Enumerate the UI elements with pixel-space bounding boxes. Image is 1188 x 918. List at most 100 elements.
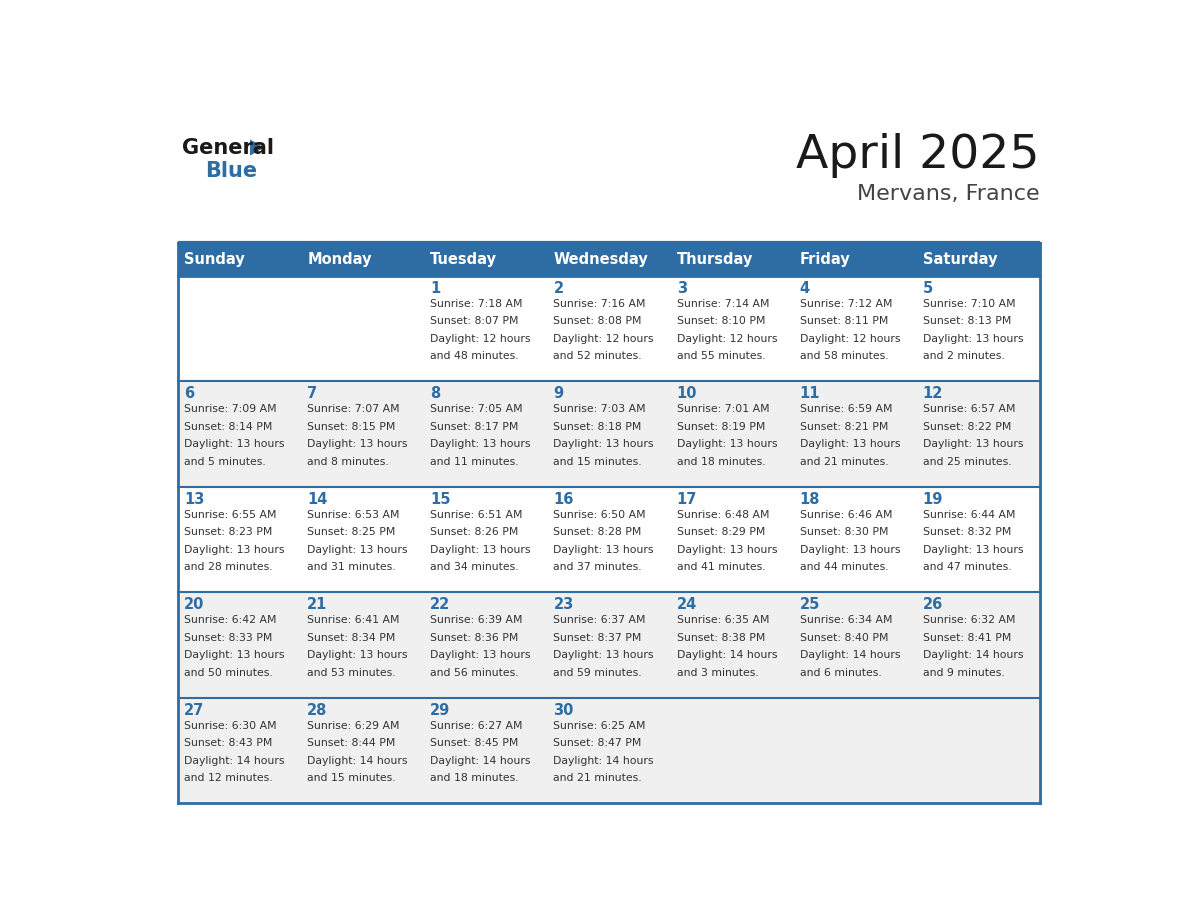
Bar xyxy=(794,243,917,275)
Bar xyxy=(670,698,794,803)
Text: Sunrise: 7:14 AM: Sunrise: 7:14 AM xyxy=(676,299,769,309)
Bar xyxy=(917,592,1040,698)
Text: Sunset: 8:07 PM: Sunset: 8:07 PM xyxy=(430,317,519,326)
Text: Daylight: 14 hours: Daylight: 14 hours xyxy=(184,756,285,766)
Text: and 21 minutes.: and 21 minutes. xyxy=(800,456,889,466)
Bar xyxy=(548,275,670,381)
Text: and 53 minutes.: and 53 minutes. xyxy=(308,667,396,677)
Text: 11: 11 xyxy=(800,386,820,401)
Text: Daylight: 13 hours: Daylight: 13 hours xyxy=(184,650,285,660)
Bar xyxy=(917,275,1040,381)
Text: Daylight: 13 hours: Daylight: 13 hours xyxy=(430,439,531,449)
Text: Sunrise: 7:12 AM: Sunrise: 7:12 AM xyxy=(800,299,892,309)
Text: Sunset: 8:37 PM: Sunset: 8:37 PM xyxy=(554,633,642,643)
Text: and 25 minutes.: and 25 minutes. xyxy=(923,456,1011,466)
Text: 7: 7 xyxy=(308,386,317,401)
Text: Sunrise: 6:41 AM: Sunrise: 6:41 AM xyxy=(308,615,399,625)
Text: and 12 minutes.: and 12 minutes. xyxy=(184,773,273,783)
Text: and 9 minutes.: and 9 minutes. xyxy=(923,667,1005,677)
Text: Daylight: 14 hours: Daylight: 14 hours xyxy=(800,650,901,660)
Text: Sunrise: 6:55 AM: Sunrise: 6:55 AM xyxy=(184,509,277,520)
Text: Sunrise: 6:32 AM: Sunrise: 6:32 AM xyxy=(923,615,1016,625)
Bar xyxy=(178,592,301,698)
Text: Sunset: 8:47 PM: Sunset: 8:47 PM xyxy=(554,738,642,748)
Bar xyxy=(670,381,794,487)
Polygon shape xyxy=(249,140,264,155)
Text: and 48 minutes.: and 48 minutes. xyxy=(430,352,519,361)
Bar xyxy=(424,381,548,487)
Text: Sunset: 8:41 PM: Sunset: 8:41 PM xyxy=(923,633,1011,643)
Text: Daylight: 14 hours: Daylight: 14 hours xyxy=(676,650,777,660)
Text: Sunrise: 6:59 AM: Sunrise: 6:59 AM xyxy=(800,405,892,414)
Text: Sunset: 8:40 PM: Sunset: 8:40 PM xyxy=(800,633,889,643)
Bar xyxy=(178,698,301,803)
Text: Sunrise: 7:16 AM: Sunrise: 7:16 AM xyxy=(554,299,646,309)
Bar xyxy=(670,275,794,381)
Text: Sunset: 8:19 PM: Sunset: 8:19 PM xyxy=(676,421,765,431)
Text: Sunrise: 7:05 AM: Sunrise: 7:05 AM xyxy=(430,405,523,414)
Text: Sunset: 8:32 PM: Sunset: 8:32 PM xyxy=(923,527,1011,537)
Text: Thursday: Thursday xyxy=(676,252,753,267)
Text: and 59 minutes.: and 59 minutes. xyxy=(554,667,642,677)
Text: Sunset: 8:15 PM: Sunset: 8:15 PM xyxy=(308,421,396,431)
Text: 17: 17 xyxy=(676,492,697,507)
Text: Daylight: 13 hours: Daylight: 13 hours xyxy=(554,544,653,554)
Text: Sunrise: 6:29 AM: Sunrise: 6:29 AM xyxy=(308,721,399,731)
Text: and 31 minutes.: and 31 minutes. xyxy=(308,562,396,572)
Text: Daylight: 13 hours: Daylight: 13 hours xyxy=(184,544,285,554)
Text: 18: 18 xyxy=(800,492,820,507)
Text: and 34 minutes.: and 34 minutes. xyxy=(430,562,519,572)
Text: 3: 3 xyxy=(676,281,687,296)
Text: Sunrise: 7:18 AM: Sunrise: 7:18 AM xyxy=(430,299,523,309)
Text: and 52 minutes.: and 52 minutes. xyxy=(554,352,642,361)
Text: and 28 minutes.: and 28 minutes. xyxy=(184,562,273,572)
Bar xyxy=(917,698,1040,803)
Bar xyxy=(178,243,301,275)
Text: and 11 minutes.: and 11 minutes. xyxy=(430,456,519,466)
Text: Daylight: 13 hours: Daylight: 13 hours xyxy=(923,439,1023,449)
Text: Sunset: 8:38 PM: Sunset: 8:38 PM xyxy=(676,633,765,643)
Text: Daylight: 12 hours: Daylight: 12 hours xyxy=(554,334,653,343)
Text: 6: 6 xyxy=(184,386,194,401)
Text: 15: 15 xyxy=(430,492,450,507)
Text: Sunrise: 7:09 AM: Sunrise: 7:09 AM xyxy=(184,405,277,414)
Text: Daylight: 13 hours: Daylight: 13 hours xyxy=(184,439,285,449)
Text: 16: 16 xyxy=(554,492,574,507)
Bar xyxy=(670,243,794,275)
Text: Sunset: 8:26 PM: Sunset: 8:26 PM xyxy=(430,527,519,537)
Text: Daylight: 14 hours: Daylight: 14 hours xyxy=(308,756,407,766)
Text: and 58 minutes.: and 58 minutes. xyxy=(800,352,889,361)
Bar xyxy=(794,698,917,803)
Text: Sunrise: 6:25 AM: Sunrise: 6:25 AM xyxy=(554,721,646,731)
Text: Daylight: 13 hours: Daylight: 13 hours xyxy=(430,544,531,554)
Text: Sunset: 8:36 PM: Sunset: 8:36 PM xyxy=(430,633,519,643)
Bar xyxy=(301,487,424,592)
Bar xyxy=(917,381,1040,487)
Text: Sunset: 8:23 PM: Sunset: 8:23 PM xyxy=(184,527,272,537)
Text: 8: 8 xyxy=(430,386,441,401)
Text: 24: 24 xyxy=(676,598,697,612)
Text: Blue: Blue xyxy=(206,161,257,181)
Text: and 55 minutes.: and 55 minutes. xyxy=(676,352,765,361)
Text: Sunset: 8:28 PM: Sunset: 8:28 PM xyxy=(554,527,642,537)
Text: Sunset: 8:45 PM: Sunset: 8:45 PM xyxy=(430,738,519,748)
Text: Daylight: 14 hours: Daylight: 14 hours xyxy=(430,756,531,766)
Text: and 50 minutes.: and 50 minutes. xyxy=(184,667,273,677)
Text: Sunset: 8:25 PM: Sunset: 8:25 PM xyxy=(308,527,396,537)
Bar xyxy=(301,698,424,803)
Text: 28: 28 xyxy=(308,703,328,718)
Text: 20: 20 xyxy=(184,598,204,612)
Text: Sunday: Sunday xyxy=(184,252,245,267)
Bar xyxy=(794,592,917,698)
Bar xyxy=(301,381,424,487)
Text: and 2 minutes.: and 2 minutes. xyxy=(923,352,1005,361)
Text: and 8 minutes.: and 8 minutes. xyxy=(308,456,388,466)
Bar xyxy=(794,487,917,592)
Text: Sunset: 8:18 PM: Sunset: 8:18 PM xyxy=(554,421,642,431)
Text: Daylight: 13 hours: Daylight: 13 hours xyxy=(923,334,1023,343)
Text: 23: 23 xyxy=(554,598,574,612)
Bar xyxy=(424,275,548,381)
Bar xyxy=(548,592,670,698)
Bar xyxy=(548,487,670,592)
Text: Sunrise: 6:37 AM: Sunrise: 6:37 AM xyxy=(554,615,646,625)
